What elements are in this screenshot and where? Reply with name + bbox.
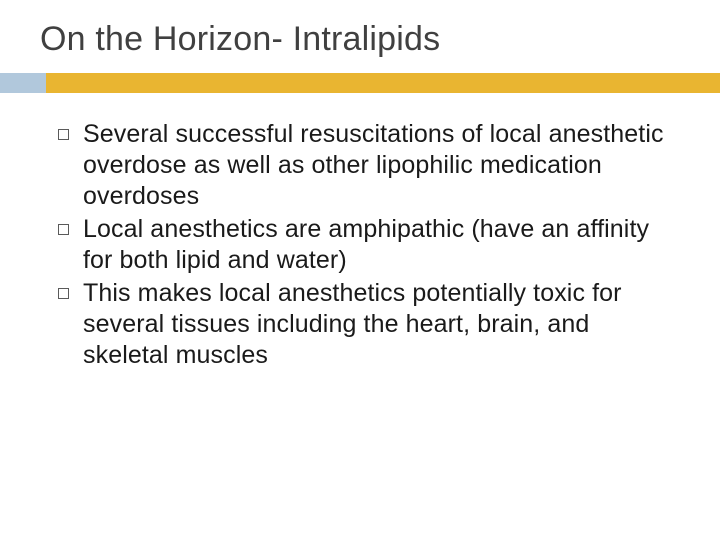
bullet-text: Local anesthetics are amphipathic (have … bbox=[83, 214, 670, 276]
list-item: Several successful resuscitations of loc… bbox=[58, 119, 670, 212]
square-bullet-icon bbox=[58, 224, 69, 235]
bar-accent bbox=[0, 73, 46, 93]
bullet-text: Several successful resuscitations of loc… bbox=[83, 119, 670, 212]
bullet-text: This makes local anesthetics potentially… bbox=[83, 278, 670, 371]
list-item: This makes local anesthetics potentially… bbox=[58, 278, 670, 371]
bullet-list: Several successful resuscitations of loc… bbox=[40, 119, 680, 371]
slide-title: On the Horizon- Intralipids bbox=[40, 20, 680, 59]
title-underline-bar bbox=[0, 73, 720, 93]
slide-container: On the Horizon- Intralipids Several succ… bbox=[0, 0, 720, 540]
square-bullet-icon bbox=[58, 129, 69, 140]
list-item: Local anesthetics are amphipathic (have … bbox=[58, 214, 670, 276]
bar-main bbox=[46, 73, 720, 93]
square-bullet-icon bbox=[58, 288, 69, 299]
